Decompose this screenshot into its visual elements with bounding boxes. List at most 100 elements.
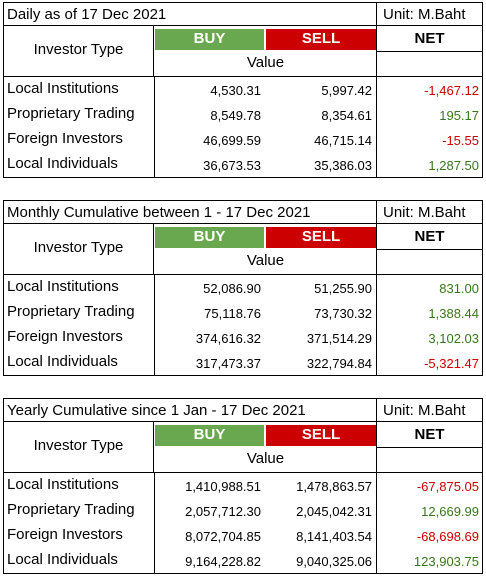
buy-value: 8,072,704.85 xyxy=(185,529,261,544)
net-value: -15.55 xyxy=(442,133,479,148)
investor-name: Local Individuals xyxy=(7,551,118,568)
sell-value: 8,141,403.54 xyxy=(296,529,372,544)
buy-value: 4,530.31 xyxy=(210,83,261,98)
buy-value: 1,410,988.51 xyxy=(185,479,261,494)
sell-label: SELL xyxy=(301,426,341,443)
table-row: Local Institutions 1,410,988.51 1,478,86… xyxy=(4,473,482,498)
investor-name: Foreign Investors xyxy=(7,328,123,345)
column-divider xyxy=(154,275,155,375)
buy-label: BUY xyxy=(193,30,226,47)
table-header: Investor Type BUY SELL Value NET xyxy=(4,26,482,77)
sell-value: 322,794.84 xyxy=(306,356,372,371)
table-title: Yearly Cumulative since 1 Jan - 17 Dec 2… xyxy=(7,402,306,419)
sell-value: 73,730.32 xyxy=(314,306,372,321)
table-header: Investor Type BUY SELL Value NET xyxy=(4,422,482,473)
net-value: -68,698.69 xyxy=(416,529,479,544)
investor-type-label: Investor Type xyxy=(33,41,124,58)
unit-label: Unit: M.Baht xyxy=(383,204,466,221)
net-header-top: NET xyxy=(377,422,482,448)
table-row: Proprietary Trading 75,118.76 73,730.32 … xyxy=(4,300,482,325)
investor-name: Local Institutions xyxy=(7,80,119,97)
table-header: Investor Type BUY SELL Value NET xyxy=(4,224,482,275)
sell-value: 5,997.42 xyxy=(321,83,372,98)
unit-cell: Unit: M.Baht xyxy=(376,399,482,421)
investor-type-label: Investor Type xyxy=(33,437,124,454)
sell-header: SELL xyxy=(266,227,376,248)
column-divider xyxy=(154,473,155,573)
table-title-row: Monthly Cumulative between 1 - 17 Dec 20… xyxy=(4,201,482,224)
investor-type-header: Investor Type xyxy=(4,224,154,274)
investor-name: Local Individuals xyxy=(7,353,118,370)
sell-value: 46,715.14 xyxy=(314,133,372,148)
table-row: Foreign Investors 8,072,704.85 8,141,403… xyxy=(4,523,482,548)
net-label: NET xyxy=(414,30,445,47)
net-header: NET xyxy=(376,224,482,274)
sell-label: SELL xyxy=(301,228,341,245)
sell-value: 2,045,042.31 xyxy=(296,504,372,519)
sell-label: SELL xyxy=(301,30,341,47)
buy-label: BUY xyxy=(193,426,226,443)
net-value: 831.00 xyxy=(439,281,479,296)
unit-label: Unit: M.Baht xyxy=(383,402,466,419)
sell-value: 8,354.61 xyxy=(321,108,372,123)
buy-header: BUY xyxy=(155,227,264,248)
buy-value: 52,086.90 xyxy=(203,281,261,296)
investor-table: Monthly Cumulative between 1 - 17 Dec 20… xyxy=(3,200,483,376)
unit-cell: Unit: M.Baht xyxy=(376,201,482,223)
table-row: Proprietary Trading 8,549.78 8,354.61 19… xyxy=(4,102,482,127)
table-row: Local Institutions 4,530.31 5,997.42 -1,… xyxy=(4,77,482,102)
net-header: NET xyxy=(376,26,482,76)
table-body: Local Institutions 1,410,988.51 1,478,86… xyxy=(4,473,482,573)
investor-name: Local Institutions xyxy=(7,476,119,493)
sell-value: 1,478,863.57 xyxy=(296,479,372,494)
table-row: Proprietary Trading 2,057,712.30 2,045,0… xyxy=(4,498,482,523)
net-value: 1,388.44 xyxy=(428,306,479,321)
investor-name: Proprietary Trading xyxy=(7,105,135,122)
column-divider xyxy=(154,77,155,177)
table-title: Daily as of 17 Dec 2021 xyxy=(7,6,167,23)
buy-value: 9,164,228.82 xyxy=(185,554,261,569)
investor-name: Local Institutions xyxy=(7,278,119,295)
unit-label: Unit: M.Baht xyxy=(383,6,466,23)
table-row: Local Individuals 36,673.53 35,386.03 1,… xyxy=(4,152,482,177)
net-value: -67,875.05 xyxy=(416,479,479,494)
table-title: Monthly Cumulative between 1 - 17 Dec 20… xyxy=(7,204,311,221)
table-row: Local Individuals 317,473.37 322,794.84 … xyxy=(4,350,482,375)
buy-value: 8,549.78 xyxy=(210,108,261,123)
buy-value: 75,118.76 xyxy=(204,306,261,321)
value-label: Value xyxy=(246,54,285,71)
investor-name: Foreign Investors xyxy=(7,526,123,543)
sell-header: SELL xyxy=(266,29,376,50)
sell-value: 9,040,325.06 xyxy=(296,554,372,569)
net-label: NET xyxy=(414,228,445,245)
net-value: 195.17 xyxy=(439,108,479,123)
buy-value: 2,057,712.30 xyxy=(185,504,261,519)
sell-header: SELL xyxy=(266,425,376,446)
sell-value: 35,386.03 xyxy=(314,158,372,173)
value-label: Value xyxy=(246,450,285,467)
investor-table: Daily as of 17 Dec 2021 Unit: M.Baht Inv… xyxy=(3,2,483,178)
table-title-row: Daily as of 17 Dec 2021 Unit: M.Baht xyxy=(4,3,482,26)
sell-value: 371,514.29 xyxy=(306,331,372,346)
buy-value: 36,673.53 xyxy=(203,158,261,173)
buy-header: BUY xyxy=(155,29,264,50)
net-value: 12,669.99 xyxy=(421,504,479,519)
net-label: NET xyxy=(414,426,445,443)
table-body: Local Institutions 52,086.90 51,255.90 8… xyxy=(4,275,482,375)
net-header-top: NET xyxy=(377,26,482,52)
investor-table: Yearly Cumulative since 1 Jan - 17 Dec 2… xyxy=(3,398,483,574)
buy-value: 46,699.59 xyxy=(203,133,261,148)
net-header: NET xyxy=(376,422,482,472)
sell-value: 51,255.90 xyxy=(314,281,372,296)
buy-value: 374,616.32 xyxy=(195,331,261,346)
investor-name: Proprietary Trading xyxy=(7,303,135,320)
investor-name: Proprietary Trading xyxy=(7,501,135,518)
investor-type-header: Investor Type xyxy=(4,26,154,76)
table-row: Foreign Investors 374,616.32 371,514.29 … xyxy=(4,325,482,350)
column-divider xyxy=(376,275,377,375)
net-value: 1,287.50 xyxy=(428,158,479,173)
value-label: Value xyxy=(246,252,285,269)
investor-name: Foreign Investors xyxy=(7,130,123,147)
investor-type-header: Investor Type xyxy=(4,422,154,472)
unit-cell: Unit: M.Baht xyxy=(376,3,482,25)
